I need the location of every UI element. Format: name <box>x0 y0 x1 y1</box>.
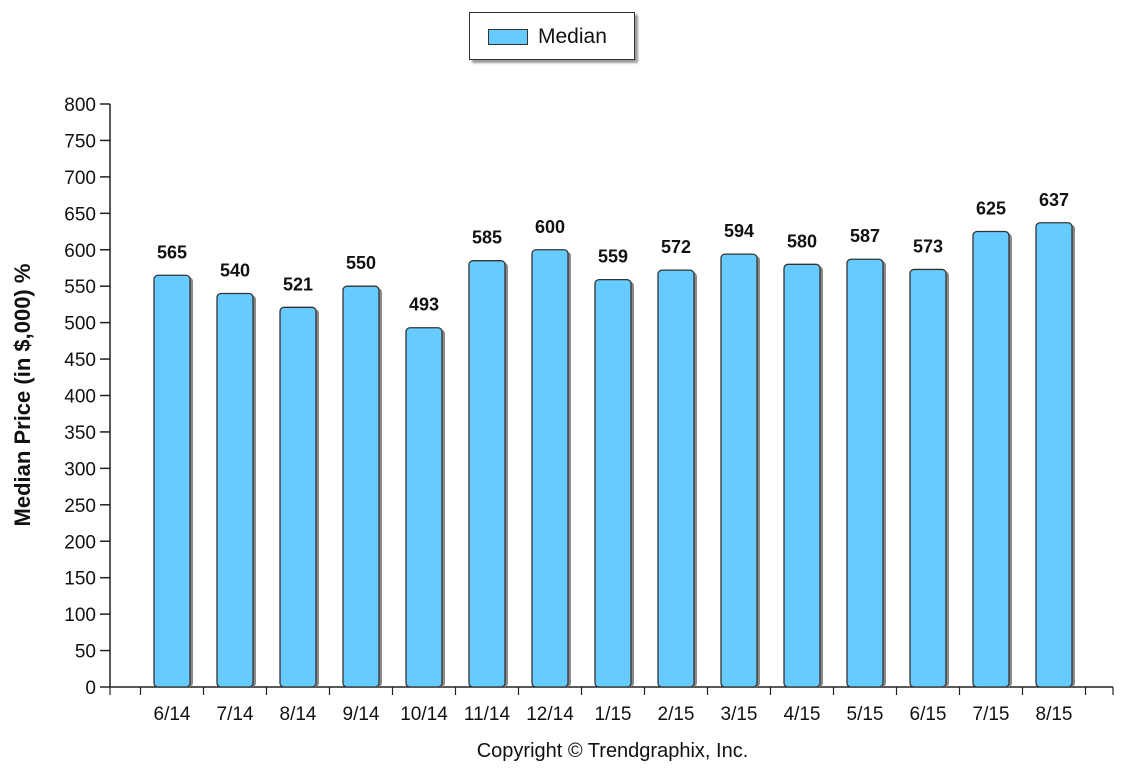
bar <box>153 274 191 688</box>
y-tick-label: 800 <box>64 95 96 116</box>
data-label: 573 <box>913 236 943 256</box>
y-tick-label: 100 <box>64 605 96 626</box>
data-label: 625 <box>976 199 1006 219</box>
legend-swatch-median <box>488 29 528 45</box>
data-label: 493 <box>409 295 439 315</box>
x-tick-label: 8/14 <box>280 704 317 725</box>
x-tick-label: 12/14 <box>526 704 574 725</box>
data-labels: 565 540 521 550 493 585 600 559 572 594 580 587 573 6… <box>157 190 1069 315</box>
y-tick-label: 300 <box>64 459 96 480</box>
legend: Median <box>469 12 635 60</box>
y-tick-label: 550 <box>64 277 96 298</box>
x-tick-label: 3/15 <box>721 704 758 725</box>
y-tick-label: 500 <box>64 314 96 335</box>
y-tick-label: 200 <box>64 532 96 553</box>
y-tick-label: 350 <box>64 423 96 444</box>
bar <box>657 269 695 688</box>
y-tick-label: 250 <box>64 496 96 517</box>
y-axis: 0 50 100 150 200 250 300 350 400 450 500 550 600 650 7… <box>64 95 111 699</box>
bar <box>216 292 254 688</box>
x-tick-label: 6/14 <box>154 704 191 725</box>
data-label: 594 <box>724 221 754 241</box>
copyright-text: Copyright © Trendgraphix, Inc. <box>476 740 749 762</box>
bar <box>468 260 506 688</box>
data-label: 565 <box>157 242 187 262</box>
bar <box>279 306 317 688</box>
x-tick-label: 1/15 <box>595 704 632 725</box>
x-tick-label: 4/15 <box>784 704 821 725</box>
x-axis: 6/14 7/14 8/14 9/14 10/14 11/14 12/14 1/15 2/15 3… <box>109 686 1114 725</box>
y-tick-label: 150 <box>64 569 96 590</box>
data-label: 587 <box>850 226 880 246</box>
bar <box>909 268 947 688</box>
data-label: 637 <box>1039 190 1069 210</box>
x-tick-label: 7/15 <box>973 704 1010 725</box>
y-tick-label: 750 <box>64 131 96 152</box>
y-tick-label: 450 <box>64 350 96 371</box>
x-tick-label: 6/15 <box>910 704 947 725</box>
x-tick-label: 7/14 <box>217 704 254 725</box>
bar <box>972 230 1010 688</box>
y-tick-label: 400 <box>64 387 96 408</box>
bar <box>846 258 884 688</box>
bar <box>720 253 758 688</box>
bar <box>783 263 821 688</box>
x-tick-label: 9/14 <box>343 704 380 725</box>
x-tick-label: 2/15 <box>658 704 695 725</box>
bar <box>1035 222 1073 688</box>
x-tick-label: 5/15 <box>847 704 884 725</box>
data-label: 550 <box>346 253 376 273</box>
bar <box>342 285 380 688</box>
bar <box>531 249 569 688</box>
data-label: 580 <box>787 231 817 251</box>
x-tick-label: 8/15 <box>1036 704 1073 725</box>
data-label: 585 <box>472 228 502 248</box>
data-label: 559 <box>598 247 628 267</box>
data-label: 521 <box>283 274 313 294</box>
y-tick-label: 600 <box>64 241 96 262</box>
data-label: 572 <box>661 237 691 257</box>
bar <box>594 278 632 688</box>
y-tick-label: 700 <box>64 168 96 189</box>
y-tick-label: 50 <box>75 642 96 663</box>
legend-label-median: Median <box>538 25 607 48</box>
data-label: 600 <box>535 217 565 237</box>
bar <box>405 327 443 688</box>
bars <box>153 222 1075 688</box>
x-tick-label: 11/14 <box>464 704 511 725</box>
y-tick-label: 0 <box>85 678 96 699</box>
y-tick-label: 650 <box>64 204 96 225</box>
x-tick-label: 10/14 <box>400 704 448 725</box>
y-axis-title: Median Price (in $,000) % <box>10 264 35 527</box>
data-label: 540 <box>220 260 250 280</box>
